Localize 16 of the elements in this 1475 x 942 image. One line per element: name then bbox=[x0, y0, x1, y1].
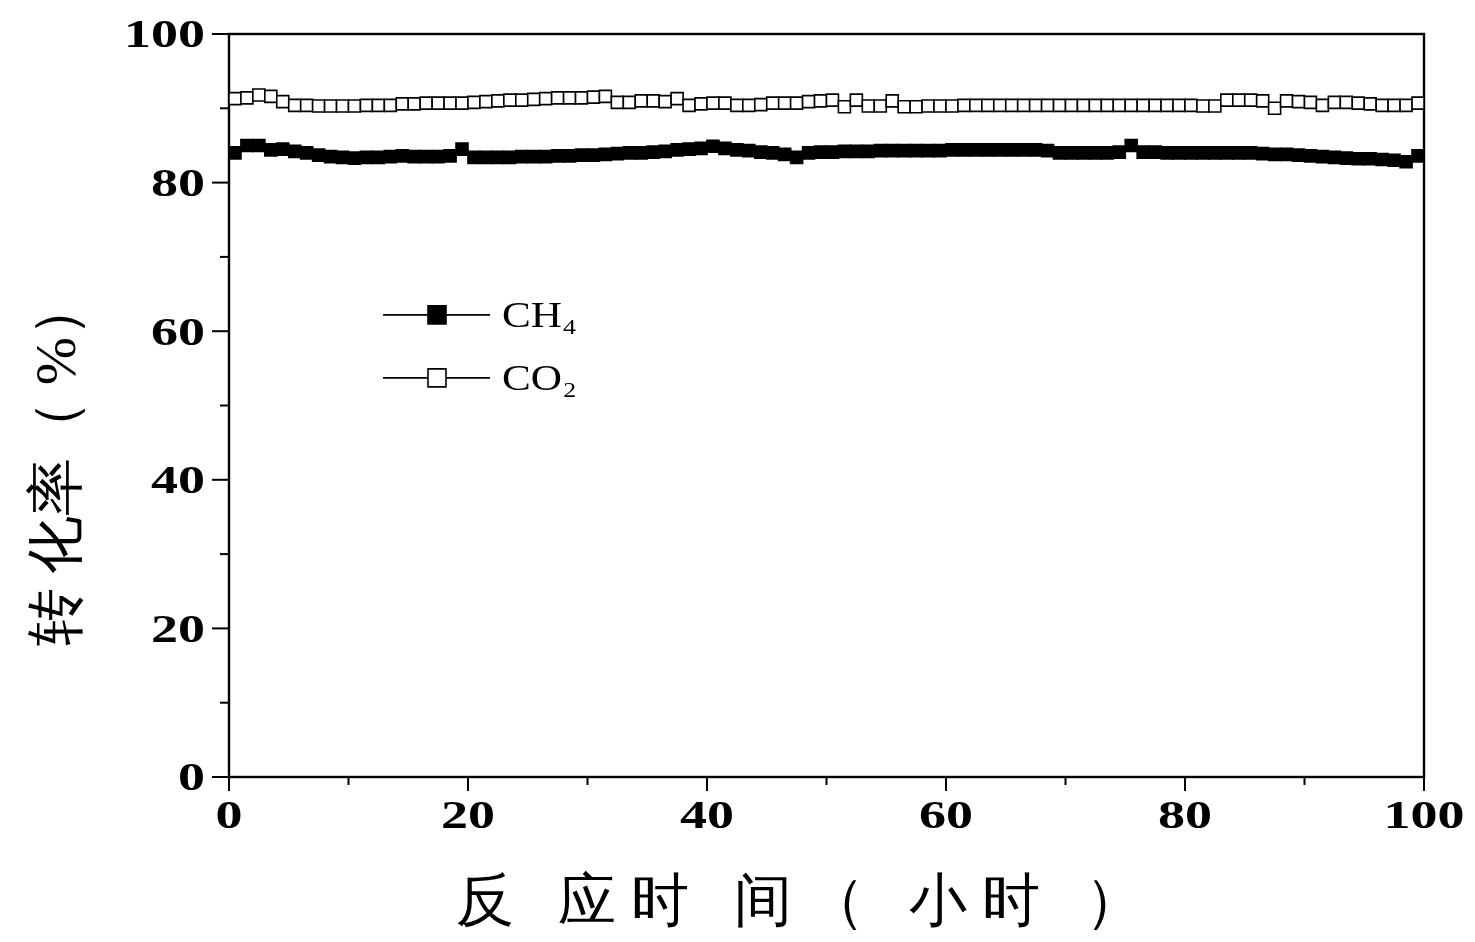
x-tick-label: 20 bbox=[441, 792, 495, 837]
y-tick-label: 80 bbox=[151, 160, 205, 205]
y-tick-label: 0 bbox=[178, 755, 205, 799]
y-tick-label: 60 bbox=[151, 309, 205, 354]
x-tick-label: 60 bbox=[919, 792, 973, 837]
legend-label: CO₂ bbox=[502, 358, 578, 398]
legend-label: CH₄ bbox=[502, 295, 578, 335]
y-axis-title: 转 化率（ %） bbox=[22, 278, 88, 647]
x-tick-label: 40 bbox=[680, 792, 734, 837]
y-tick-label: 40 bbox=[151, 457, 205, 502]
x-tick-label: 0 bbox=[215, 792, 243, 837]
y-tick-label: 20 bbox=[151, 606, 205, 651]
x-tick-label: 80 bbox=[1158, 792, 1212, 837]
x-tick-label: 100 bbox=[1383, 792, 1465, 837]
x-axis-title: 反 应时 间（ 小时 ） bbox=[455, 867, 1158, 933]
y-tick-label: 100 bbox=[124, 12, 205, 56]
